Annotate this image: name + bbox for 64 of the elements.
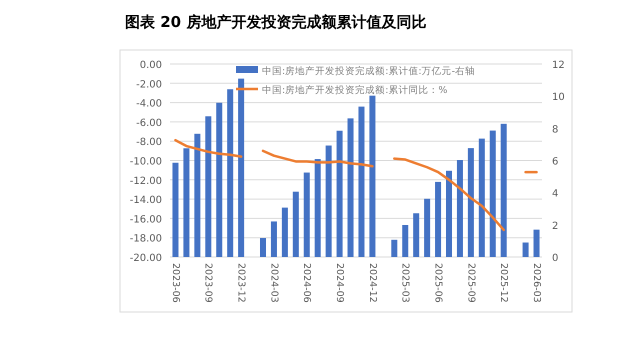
x-tick-label: 2023-09 <box>202 263 214 303</box>
bar <box>369 96 376 257</box>
x-tick-label: 2025-06 <box>432 263 444 303</box>
y-tick-label: -6.00 <box>136 118 162 129</box>
y2-tick-label: 10 <box>552 92 565 104</box>
x-tick-label: 2023-12 <box>236 263 247 303</box>
y2-tick-label: 2 <box>552 220 558 232</box>
bar <box>270 221 277 257</box>
y-tick-label: -2.00 <box>136 79 162 90</box>
bar <box>304 172 310 257</box>
y-tick-label: -14.00 <box>130 195 162 206</box>
x-tick-label: 2025-03 <box>400 263 411 303</box>
bar <box>292 192 299 257</box>
y-tick-label: -8.00 <box>136 137 162 148</box>
bar <box>500 124 507 257</box>
bar <box>260 238 266 257</box>
legend-label: 中国:房地产开发投资完成额:累计值:万亿元-右轴 <box>262 65 476 77</box>
x-tick-label: 2024-12 <box>366 263 378 303</box>
bar <box>534 230 540 257</box>
x-tick-label: 2025-09 <box>465 263 476 303</box>
bar <box>490 130 496 257</box>
bar <box>446 170 452 257</box>
bar <box>402 224 408 257</box>
bar <box>194 134 200 257</box>
bar <box>522 242 529 257</box>
bar <box>227 89 234 257</box>
y-tick-label: -18.00 <box>130 234 162 245</box>
y2-tick-label: 8 <box>552 124 558 136</box>
y2-tick-label: 0 <box>552 253 558 264</box>
x-tick-label: 2024-06 <box>301 263 312 303</box>
y-tick-label: -16.00 <box>130 214 162 226</box>
y2-tick-label: 6 <box>552 156 558 168</box>
bar <box>413 213 420 257</box>
x-tick-label: 2025-12 <box>498 263 510 303</box>
bar <box>478 138 485 257</box>
legend-label: 中国:房地产开发投资完成额:累计同比：% <box>262 84 448 96</box>
x-tick-label: 2024-09 <box>334 263 345 303</box>
y-tick-label: -10.00 <box>130 156 162 168</box>
bar <box>326 146 332 257</box>
bar <box>435 182 442 257</box>
bar <box>391 240 398 257</box>
x-tick-label: 2026-03 <box>530 263 542 303</box>
bar <box>172 162 178 257</box>
bar <box>358 106 364 257</box>
y-tick-label: -20.00 <box>130 253 162 264</box>
bar <box>456 160 463 257</box>
y2-tick-label: 12 <box>552 60 565 71</box>
bar <box>238 78 244 257</box>
bar <box>216 102 222 257</box>
y-tick-label: -12.00 <box>130 176 162 187</box>
bar <box>468 148 474 257</box>
bar <box>282 208 288 257</box>
bar <box>348 118 354 257</box>
bar <box>336 130 343 257</box>
bar <box>314 159 321 257</box>
x-tick-label: 2023-06 <box>170 263 181 303</box>
y2-tick-label: 4 <box>552 188 558 200</box>
bar <box>183 148 190 257</box>
bar <box>205 116 212 257</box>
y-tick-label: 0.00 <box>140 60 162 71</box>
x-tick-label: 2024-03 <box>268 263 280 303</box>
chart-title: 图表 20 房地产开发投资完成额累计值及同比 <box>125 13 426 31</box>
bar <box>424 198 430 257</box>
y-tick-label: -4.00 <box>136 98 162 110</box>
